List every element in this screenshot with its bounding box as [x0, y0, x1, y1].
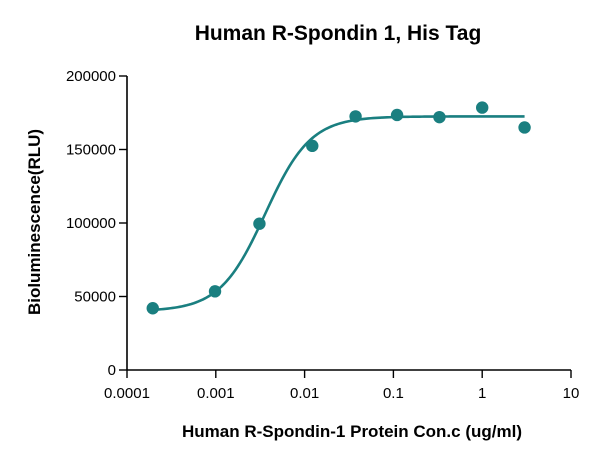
data-point [390, 108, 404, 122]
x-tick-label: 0.0001 [104, 385, 150, 402]
y-ticks: 0 50000 100000 150000 200000 [66, 68, 127, 379]
y-tick-label: 0 [108, 362, 116, 379]
fit-curve [151, 115, 525, 312]
y-tick-label: 200000 [66, 68, 116, 85]
data-point [518, 121, 531, 134]
x-tick-label: 0.1 [383, 385, 404, 402]
data-point [349, 110, 362, 123]
x-ticks: 0.0001 0.001 0.01 0.1 1 10 [104, 370, 579, 402]
data-point [208, 285, 222, 298]
y-tick-label: 50000 [74, 289, 116, 306]
x-tick-label: 0.001 [197, 385, 235, 402]
fit-curve-layer [151, 115, 525, 312]
y-tick-label: 100000 [66, 215, 116, 232]
data-points [146, 101, 531, 315]
data-point [253, 217, 266, 230]
x-tick-label: 0.01 [290, 385, 319, 402]
data-point [146, 302, 159, 315]
data-point [306, 139, 319, 153]
y-axis-label: Bioluminescence(RLU) [25, 129, 44, 315]
y-tick-label: 150000 [66, 142, 116, 159]
chart-title: Human R-Spondin 1, His Tag [195, 22, 482, 45]
x-tick-label: 1 [478, 385, 486, 402]
x-tick-label: 10 [563, 385, 580, 402]
data-point [433, 110, 446, 124]
x-axis-label: Human R-Spondin-1 Protein Con.c (ug/ml) [182, 422, 522, 441]
data-point [476, 101, 489, 114]
